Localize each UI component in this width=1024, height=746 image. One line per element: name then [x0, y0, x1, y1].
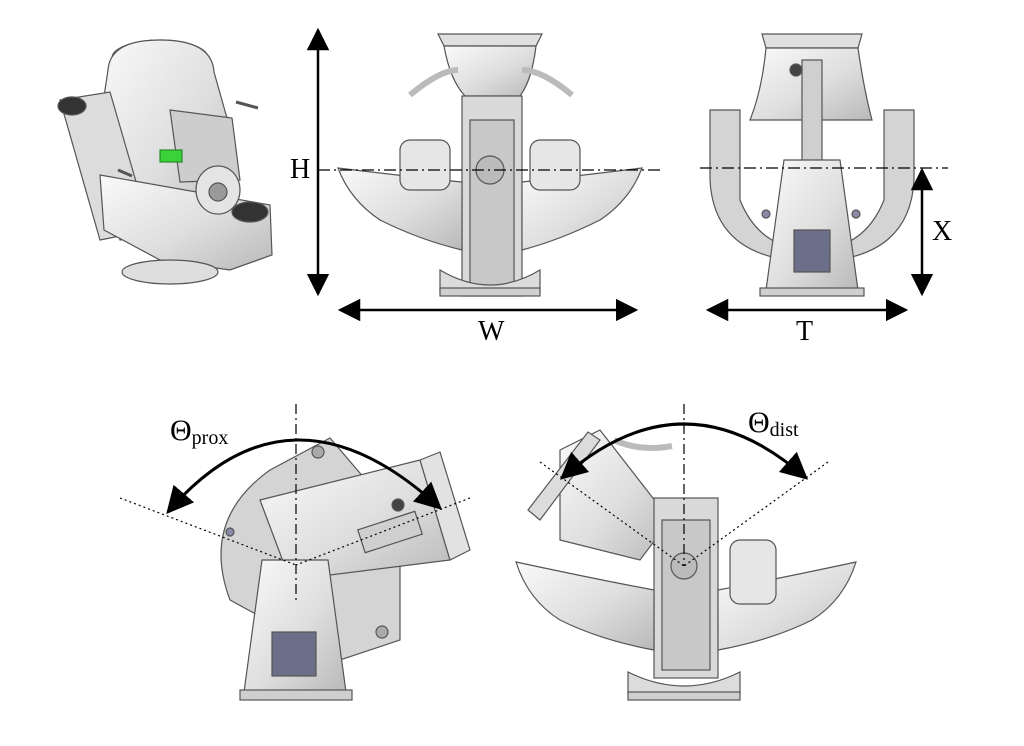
- thickness-label: T: [796, 316, 813, 347]
- dist-angle-arc: [559, 422, 809, 480]
- angle-annotations: Θprox Θdist: [119, 404, 829, 600]
- proximal-rotation-view: [220, 437, 471, 701]
- isometric-view: [57, 39, 273, 285]
- width-label: W: [478, 316, 505, 347]
- prox-angle-arc: [166, 438, 442, 515]
- side-view: [709, 33, 915, 297]
- front-view: [337, 33, 643, 297]
- pivot-height-label: X: [932, 216, 952, 247]
- dist-angle-label: Θdist: [748, 406, 799, 441]
- prox-angle-label: Θprox: [170, 414, 228, 449]
- height-label: H: [290, 154, 310, 185]
- dimension-annotations: H W T X: [290, 27, 952, 347]
- prox-left-limit: [119, 497, 297, 566]
